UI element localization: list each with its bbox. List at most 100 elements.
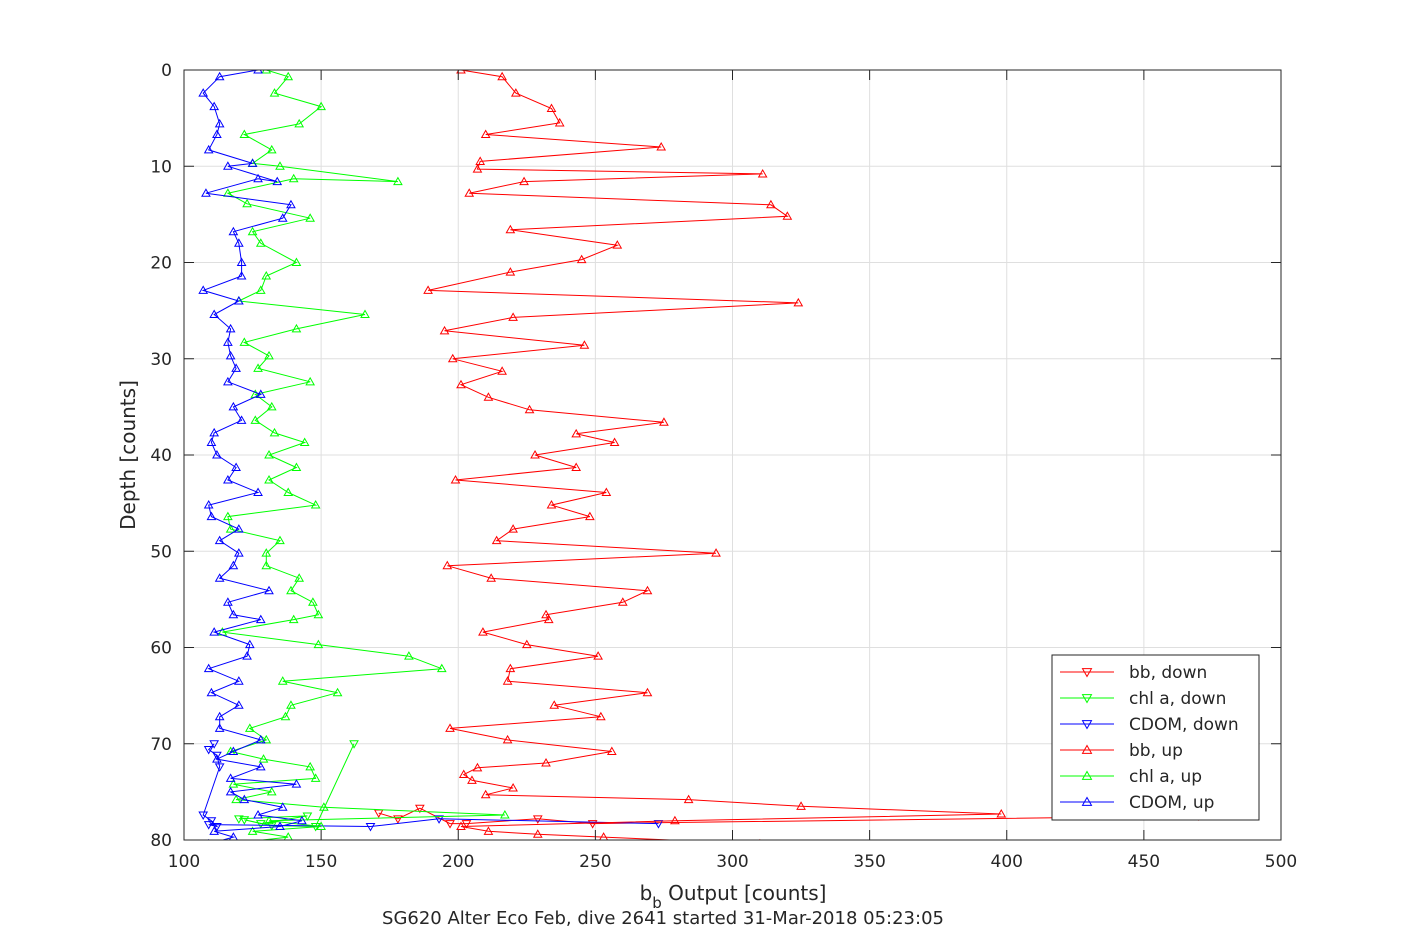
data-point-marker [264, 585, 274, 595]
data-point-marker [244, 723, 255, 732]
data-point-marker [782, 211, 793, 220]
data-point-marker [253, 487, 263, 497]
data-point-marker [233, 815, 244, 824]
data-point-marker [209, 101, 220, 111]
data-point-marker [212, 129, 222, 138]
data-point-marker [546, 103, 557, 112]
legend-swatch-marker [1081, 720, 1093, 730]
data-point-marker [255, 389, 266, 398]
data-point-marker [225, 786, 236, 796]
data-point-marker [214, 711, 225, 721]
x-tick-label: 500 [1265, 852, 1297, 872]
data-point-marker [530, 449, 540, 459]
data-point-marker [291, 779, 302, 788]
data-point-marker [236, 257, 247, 266]
data-point-marker [642, 585, 653, 595]
legend-label: CDOM, down [1129, 715, 1239, 735]
legend-label: chl a, up [1129, 767, 1202, 787]
legend-item: chl a, down [1060, 689, 1226, 709]
data-point-marker [793, 297, 804, 307]
series-cdom-down [198, 740, 664, 832]
data-point-marker [225, 350, 236, 360]
data-point-marker [480, 129, 491, 138]
legend-item: CDOM, down [1060, 715, 1239, 735]
data-point-marker [255, 614, 266, 624]
data-point-marker [521, 639, 532, 649]
data-point-marker [209, 826, 220, 835]
data-point-marker [475, 156, 486, 165]
data-point-marker [478, 627, 488, 636]
data-point-marker [659, 417, 669, 426]
data-point-marker [242, 198, 252, 208]
data-point-marker [264, 475, 274, 484]
series-cdom-up [198, 70, 307, 840]
data-point-marker [294, 118, 305, 128]
data-point-marker [291, 257, 302, 266]
data-point-marker [225, 524, 236, 533]
data-point-marker [310, 500, 321, 509]
data-point-marker [258, 754, 269, 763]
data-point-marker [239, 337, 250, 346]
data-point-marker [228, 226, 239, 236]
data-point-marker [365, 823, 376, 832]
data-point-marker [203, 746, 214, 755]
legend-swatch-marker [1081, 744, 1093, 754]
data-point-marker [609, 437, 620, 446]
y-axis-label: Depth [counts] [116, 380, 140, 530]
data-point-marker [253, 363, 263, 372]
data-point-marker [601, 487, 612, 497]
data-point-marker [255, 238, 266, 247]
data-point-marker [247, 226, 258, 236]
data-point-marker [445, 820, 455, 829]
data-point-marker [214, 118, 225, 128]
data-point-marker [239, 816, 250, 825]
y-tick-label: 50 [150, 542, 172, 562]
data-point-marker [275, 535, 285, 545]
data-point-marker [286, 199, 296, 209]
data-point-marker [239, 794, 250, 804]
series-line [427, 70, 1002, 840]
data-point-marker [450, 475, 461, 484]
x-axis-label-main: b [640, 881, 653, 905]
data-point-marker [225, 323, 236, 333]
data-point-marker [233, 676, 244, 685]
legend-swatch-marker [1081, 668, 1093, 678]
data-point-marker [571, 428, 582, 438]
data-point-marker [653, 820, 664, 829]
data-point-marker [247, 826, 258, 835]
data-point-marker [502, 734, 513, 744]
data-point-marker [404, 651, 414, 660]
data-point-marker [642, 687, 653, 697]
data-point-marker [423, 285, 433, 294]
data-point-marker [209, 627, 220, 636]
data-point-marker [283, 832, 293, 840]
data-point-marker [264, 815, 274, 825]
data-point-marker [261, 70, 272, 74]
legend-label: CDOM, up [1129, 793, 1214, 813]
data-point-marker [510, 88, 521, 97]
data-point-marker [228, 779, 239, 788]
data-point-marker [532, 829, 543, 838]
data-point-marker [225, 773, 236, 782]
data-point-marker [546, 500, 557, 509]
data-point-marker [209, 309, 220, 318]
data-point-marker [231, 462, 241, 472]
data-point-marker [316, 821, 326, 831]
data-point-marker [206, 687, 217, 697]
data-point-marker [214, 573, 225, 582]
data-point-marker [228, 560, 239, 570]
data-point-marker [228, 401, 239, 411]
y-tick-label: 40 [150, 446, 172, 466]
data-point-marker [549, 700, 560, 709]
data-point-marker [261, 734, 272, 744]
data-point-marker [543, 614, 554, 624]
data-point-marker [201, 188, 211, 197]
data-point-marker [223, 337, 233, 346]
data-point-marker [656, 141, 667, 151]
data-point-marker [711, 548, 721, 557]
legend-swatch-marker [1081, 770, 1093, 780]
data-point-marker [266, 822, 277, 831]
data-point-marker [554, 117, 565, 127]
data-point-marker [508, 783, 518, 792]
series-line [222, 70, 505, 840]
